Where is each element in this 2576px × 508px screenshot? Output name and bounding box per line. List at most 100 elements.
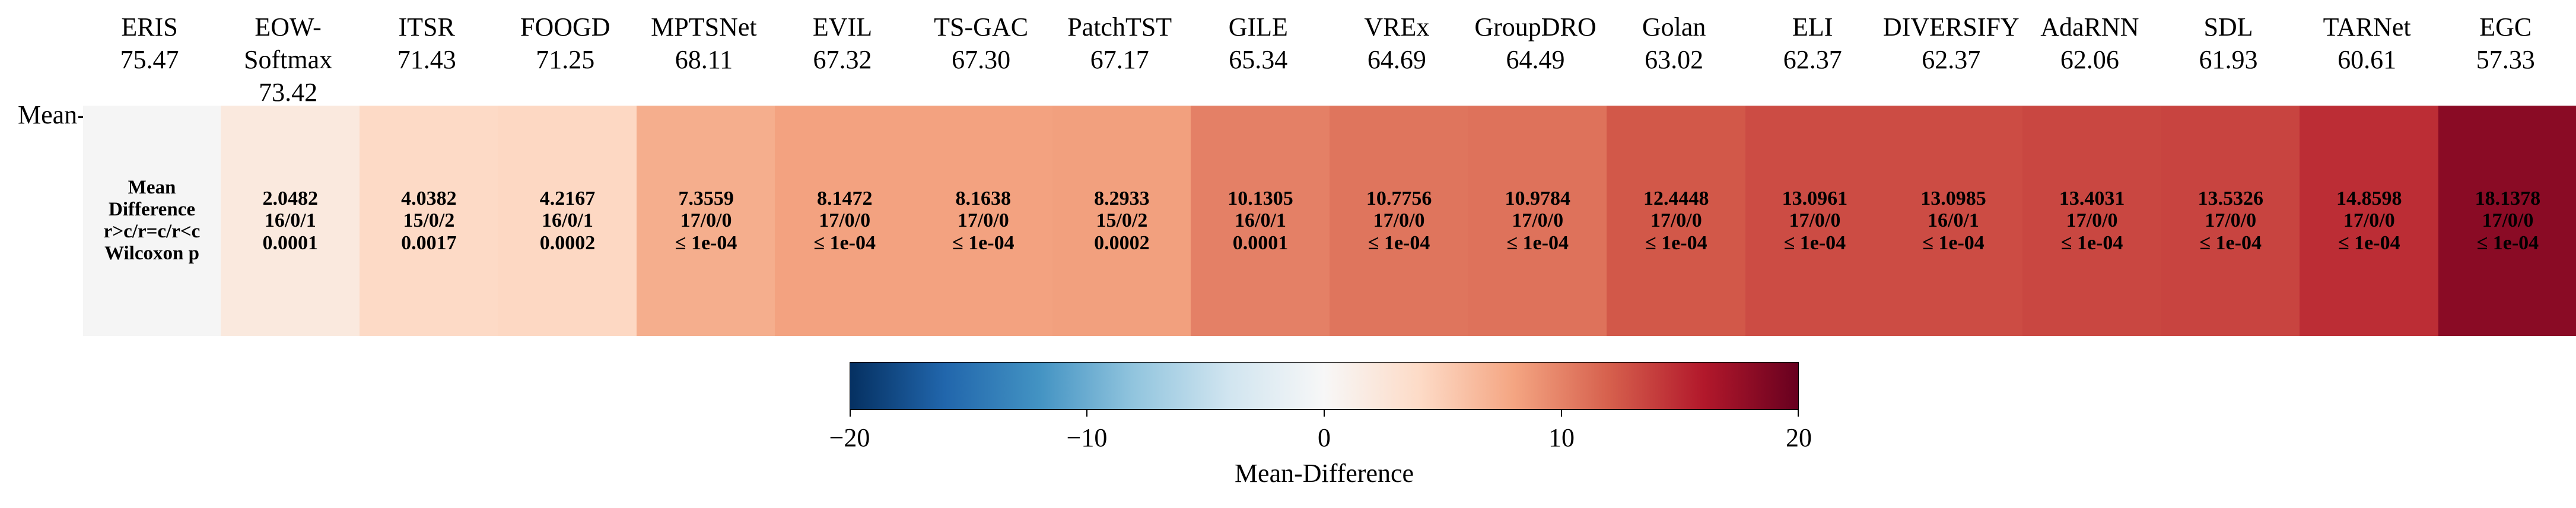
column-header-method-7: PatchTST 67.17 (1048, 11, 1191, 76)
column-header-method-8: GILE 65.34 (1187, 11, 1330, 76)
cell-mean-diff: 2.0482 (262, 187, 319, 209)
cell-mean-diff: 8.2933 (1094, 187, 1150, 209)
method-score: 67.30 (952, 45, 1011, 74)
column-header-method-2: ITSR 71.43 (355, 11, 498, 76)
heatmap-cell: 18.1378 17/0/0 ≤ 1e-04 (2438, 106, 2576, 336)
method-score: 60.61 (2338, 45, 2397, 74)
cell-wtl: 17/0/0 (1512, 209, 1564, 232)
cell-mean-diff: 13.0985 (1920, 187, 1986, 209)
cell-wtl: 17/0/0 (2482, 209, 2534, 232)
method-name: EGC (2479, 12, 2532, 42)
method-name: SDL (2203, 12, 2253, 42)
cell-p-value: ≤ 1e-04 (2060, 231, 2123, 254)
cell-wtl: 15/0/2 (403, 209, 455, 232)
cell-wtl: 15/0/2 (1096, 209, 1148, 232)
method-score: 63.02 (1645, 45, 1704, 74)
cell-wtl: 17/0/0 (1789, 209, 1841, 232)
cell-p-value: 0.0001 (1232, 231, 1289, 254)
cell-mean-diff: 13.0961 (1782, 187, 1848, 209)
legend-line-mean: Mean (128, 177, 176, 199)
legend-line-difference: Difference (109, 199, 195, 221)
cell-p-value: 0.0001 (262, 231, 319, 254)
cell-p-value: ≤ 1e-04 (1922, 231, 1985, 254)
cell-mean-diff: 4.0382 (401, 187, 457, 209)
method-score: 71.43 (397, 45, 456, 74)
method-score: 65.34 (1229, 45, 1288, 74)
heatmap-cell: 2.0482 16/0/1 0.0001 (221, 106, 360, 336)
cell-p-value: ≤ 1e-04 (952, 231, 1015, 254)
column-header-method-3: FOOGD 71.25 (494, 11, 637, 76)
cell-wtl: 16/0/1 (1235, 209, 1286, 232)
cell-wtl: 17/0/0 (2205, 209, 2257, 232)
method-score: 57.33 (2476, 45, 2535, 74)
cell-p-value: 0.0002 (539, 231, 596, 254)
heatmap-cell: 14.8598 17/0/0 ≤ 1e-04 (2300, 106, 2439, 336)
column-header-method-9: VREx 64.69 (1325, 11, 1468, 76)
method-name: DIVERSIFY (1882, 12, 2020, 42)
cell-mean-diff: 8.1638 (955, 187, 1012, 209)
method-score: 64.49 (1506, 45, 1565, 74)
method-score: 64.69 (1367, 45, 1426, 74)
cell-mean-diff: 10.7756 (1366, 187, 1432, 209)
row-legend-cell: Mean Difference r>c/r=c/r<c Wilcoxon p (83, 106, 221, 336)
cell-p-value: 0.0002 (1094, 231, 1150, 254)
method-score: 67.17 (1090, 45, 1149, 74)
cell-p-value: ≤ 1e-04 (1367, 231, 1430, 254)
cell-wtl: 16/0/1 (264, 209, 316, 232)
colorbar-svg (849, 361, 1799, 417)
colorbar-tick-label: 10 (1548, 423, 1575, 452)
column-header-method-13: DIVERSIFY 62.37 (1880, 11, 2022, 76)
cell-mean-diff: 10.9784 (1505, 187, 1570, 209)
cell-p-value: ≤ 1e-04 (2199, 231, 2262, 254)
method-name: Golan (1642, 12, 1706, 42)
column-header-method-5: EVIL 67.32 (771, 11, 914, 76)
method-name: TS-GAC (934, 12, 1029, 42)
column-header-method-15: SDL 61.93 (2157, 11, 2300, 76)
heatmap-cell: 13.0985 16/0/1 ≤ 1e-04 (1884, 106, 2023, 336)
heatmap-cell: 10.9784 17/0/0 ≤ 1e-04 (1468, 106, 1607, 336)
method-name: FOOGD (520, 12, 610, 42)
method-score: 61.93 (2199, 45, 2258, 74)
heatmap-cell: 13.0961 17/0/0 ≤ 1e-04 (1745, 106, 1885, 336)
colorbar-tick-label: 20 (1786, 423, 1812, 452)
column-header-method-11: Golan 63.02 (1603, 11, 1745, 76)
method-score: 68.11 (675, 45, 733, 74)
cell-p-value: ≤ 1e-04 (813, 231, 876, 254)
method-score: 73.42 (259, 78, 318, 107)
column-header-method-1: EOW-Softmax 73.42 (217, 11, 360, 109)
cell-mean-diff: 12.4448 (1643, 187, 1709, 209)
cell-p-value: ≤ 1e-04 (2476, 231, 2539, 254)
column-header-method-16: TARNet 60.61 (2296, 11, 2438, 76)
cell-wtl: 17/0/0 (1650, 209, 1702, 232)
cell-wtl: 17/0/0 (2343, 209, 2395, 232)
cell-wtl: 16/0/1 (542, 209, 593, 232)
cell-mean-diff: 7.3559 (678, 187, 734, 209)
cell-p-value: ≤ 1e-04 (1645, 231, 1707, 254)
colorbar-tick-label: 0 (1318, 423, 1331, 452)
heatmap-cell: 8.1638 17/0/0 ≤ 1e-04 (914, 106, 1053, 336)
method-name: TARNet (2323, 12, 2411, 42)
cell-mean-diff: 13.5326 (2197, 187, 2263, 209)
heatmap-cell: 7.3559 17/0/0 ≤ 1e-04 (636, 106, 776, 336)
heatmap-cell: 8.1472 17/0/0 ≤ 1e-04 (775, 106, 914, 336)
heatmap-cell: 10.7756 17/0/0 ≤ 1e-04 (1329, 106, 1469, 336)
column-header-method-17: EGC 57.33 (2434, 11, 2576, 76)
cell-mean-diff: 14.8598 (2336, 187, 2402, 209)
cell-wtl: 17/0/0 (2066, 209, 2118, 232)
cell-p-value: 0.0017 (401, 231, 457, 254)
method-name: VREx (1364, 12, 1430, 42)
method-score: 67.32 (813, 45, 872, 74)
colorbar-title: Mean-Difference (1234, 459, 1414, 488)
method-name: MPTSNet (651, 12, 757, 42)
colorbar (849, 361, 1799, 424)
cell-p-value: ≤ 1e-04 (1506, 231, 1569, 254)
colorbar-tick-label: −20 (829, 423, 870, 452)
method-name: GroupDRO (1474, 12, 1597, 42)
heatmap-cell: 10.1305 16/0/1 0.0001 (1191, 106, 1330, 336)
cell-wtl: 17/0/0 (957, 209, 1009, 232)
heatmap-cell: 13.5326 17/0/0 ≤ 1e-04 (2161, 106, 2300, 336)
column-header-method-14: AdaRNN 62.06 (2018, 11, 2161, 76)
cell-p-value: ≤ 1e-04 (675, 231, 737, 254)
column-header-method-6: TS-GAC 67.30 (910, 11, 1052, 76)
